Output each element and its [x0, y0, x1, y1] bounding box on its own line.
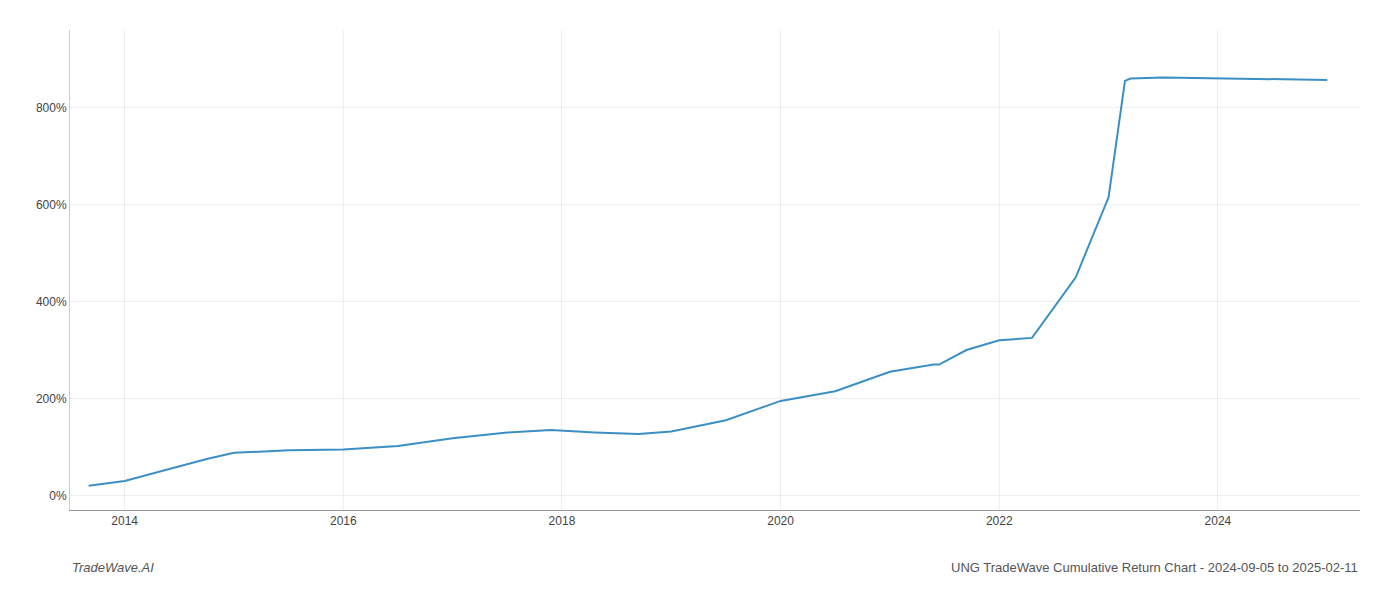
svg-text:2022: 2022 — [986, 514, 1013, 528]
svg-text:600%: 600% — [36, 198, 67, 212]
svg-text:0%: 0% — [49, 489, 67, 503]
svg-text:2024: 2024 — [1205, 514, 1232, 528]
svg-text:200%: 200% — [36, 392, 67, 406]
svg-text:2014: 2014 — [111, 514, 138, 528]
svg-text:UNG TradeWave Cumulative Retur: UNG TradeWave Cumulative Return Chart - … — [951, 560, 1358, 575]
svg-text:2016: 2016 — [330, 514, 357, 528]
svg-text:2018: 2018 — [549, 514, 576, 528]
svg-text:TradeWave.AI: TradeWave.AI — [72, 560, 154, 575]
svg-text:800%: 800% — [36, 101, 67, 115]
svg-text:2020: 2020 — [767, 514, 794, 528]
svg-text:400%: 400% — [36, 295, 67, 309]
